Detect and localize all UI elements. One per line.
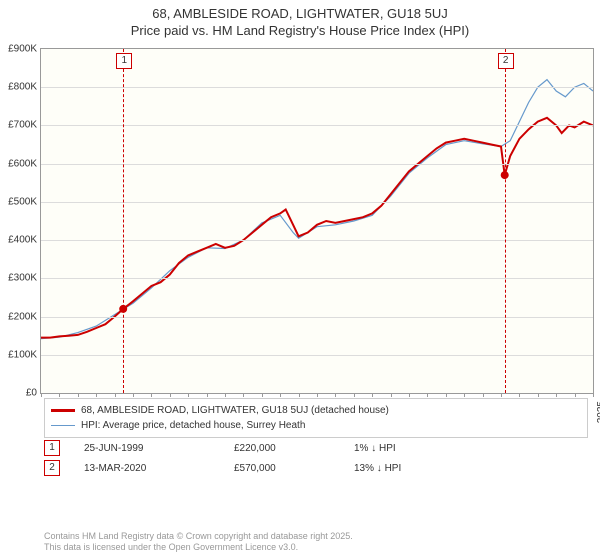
x-tick-mark bbox=[575, 393, 576, 397]
x-tick-mark bbox=[299, 393, 300, 397]
x-tick-mark bbox=[188, 393, 189, 397]
x-tick-mark bbox=[225, 393, 226, 397]
y-tick-label: £500K bbox=[0, 196, 37, 207]
event-line bbox=[123, 49, 124, 393]
event-line bbox=[505, 49, 506, 393]
x-tick-mark bbox=[96, 393, 97, 397]
y-tick-label: £700K bbox=[0, 120, 37, 131]
x-tick-mark bbox=[464, 393, 465, 397]
event-price-1: £220,000 bbox=[234, 443, 354, 454]
legend-swatch-hpi bbox=[51, 425, 75, 426]
legend-swatch-property bbox=[51, 409, 75, 412]
x-tick-mark bbox=[317, 393, 318, 397]
legend-item-property: 68, AMBLESIDE ROAD, LIGHTWATER, GU18 5UJ… bbox=[51, 403, 581, 418]
y-tick-label: £400K bbox=[0, 235, 37, 246]
y-tick-label: £0 bbox=[0, 388, 37, 399]
x-tick-mark bbox=[133, 393, 134, 397]
event-label-box: 1 bbox=[116, 53, 132, 69]
x-tick-mark bbox=[409, 393, 410, 397]
x-tick-mark bbox=[593, 393, 594, 397]
legend: 68, AMBLESIDE ROAD, LIGHTWATER, GU18 5UJ… bbox=[44, 398, 588, 438]
x-tick-mark bbox=[78, 393, 79, 397]
event-price-2: £570,000 bbox=[234, 463, 354, 474]
x-tick-mark bbox=[538, 393, 539, 397]
event-marker-2: 2 bbox=[44, 460, 60, 476]
x-tick-mark bbox=[391, 393, 392, 397]
events-table: 1 25-JUN-1999 £220,000 1% ↓ HPI 2 13-MAR… bbox=[44, 438, 474, 478]
y-tick-label: £600K bbox=[0, 158, 37, 169]
event-change-1: 1% ↓ HPI bbox=[354, 443, 474, 454]
y-tick-label: £300K bbox=[0, 273, 37, 284]
x-tick-mark bbox=[501, 393, 502, 397]
x-tick-mark bbox=[115, 393, 116, 397]
footer-line-2: This data is licensed under the Open Gov… bbox=[44, 542, 353, 554]
x-tick-mark bbox=[427, 393, 428, 397]
title-line-2: Price paid vs. HM Land Registry's House … bbox=[0, 23, 600, 40]
x-tick-mark bbox=[446, 393, 447, 397]
x-tick-mark bbox=[151, 393, 152, 397]
y-tick-label: £900K bbox=[0, 44, 37, 55]
event-row-2: 2 13-MAR-2020 £570,000 13% ↓ HPI bbox=[44, 458, 474, 478]
title-line-1: 68, AMBLESIDE ROAD, LIGHTWATER, GU18 5UJ bbox=[0, 6, 600, 23]
y-tick-label: £100K bbox=[0, 349, 37, 360]
legend-item-hpi: HPI: Average price, detached house, Surr… bbox=[51, 418, 581, 433]
y-tick-label: £200K bbox=[0, 311, 37, 322]
legend-label-hpi: HPI: Average price, detached house, Surr… bbox=[81, 418, 305, 433]
x-tick-mark bbox=[354, 393, 355, 397]
x-tick-mark bbox=[372, 393, 373, 397]
x-tick-mark bbox=[243, 393, 244, 397]
x-tick-mark bbox=[556, 393, 557, 397]
event-row-1: 1 25-JUN-1999 £220,000 1% ↓ HPI bbox=[44, 438, 474, 458]
footer-line-1: Contains HM Land Registry data © Crown c… bbox=[44, 531, 353, 543]
x-tick-mark bbox=[207, 393, 208, 397]
legend-label-property: 68, AMBLESIDE ROAD, LIGHTWATER, GU18 5UJ… bbox=[81, 403, 389, 418]
x-tick-mark bbox=[59, 393, 60, 397]
chart-plot-area: £0£100K£200K£300K£400K£500K£600K£700K£80… bbox=[40, 48, 594, 394]
x-tick-label: 2025 bbox=[596, 401, 600, 431]
y-tick-label: £800K bbox=[0, 82, 37, 93]
x-tick-mark bbox=[335, 393, 336, 397]
x-tick-mark bbox=[262, 393, 263, 397]
event-date-1: 25-JUN-1999 bbox=[84, 443, 234, 454]
event-label-box: 2 bbox=[498, 53, 514, 69]
event-date-2: 13-MAR-2020 bbox=[84, 463, 234, 474]
x-tick-mark bbox=[170, 393, 171, 397]
x-tick-mark bbox=[519, 393, 520, 397]
x-tick-mark bbox=[41, 393, 42, 397]
footer-attribution: Contains HM Land Registry data © Crown c… bbox=[44, 531, 353, 554]
event-marker-1: 1 bbox=[44, 440, 60, 456]
x-tick-mark bbox=[483, 393, 484, 397]
chart-title: 68, AMBLESIDE ROAD, LIGHTWATER, GU18 5UJ… bbox=[0, 0, 600, 40]
event-change-2: 13% ↓ HPI bbox=[354, 463, 474, 474]
x-tick-mark bbox=[280, 393, 281, 397]
